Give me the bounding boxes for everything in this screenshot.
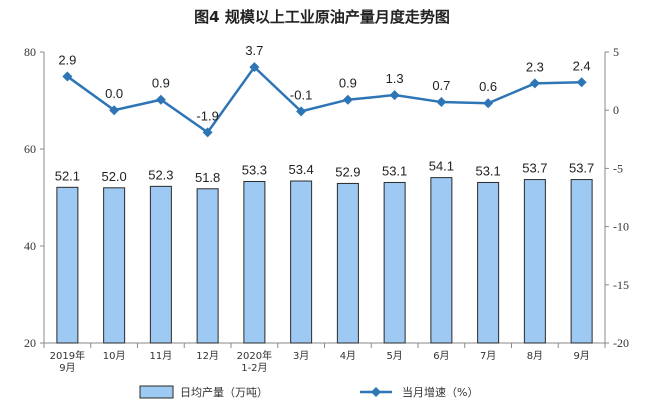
line-point <box>436 97 447 108</box>
line-value-label: 2.3 <box>526 59 544 74</box>
left-tick-label: 80 <box>24 45 36 59</box>
x-tick-label: 11月 <box>150 350 173 362</box>
legend: 日均产量（万吨） 当月增速（%） <box>139 385 478 399</box>
x-tick-label-line: 9月 <box>59 362 75 374</box>
x-tick-label: 3月 <box>293 350 309 362</box>
bar <box>477 181 500 344</box>
right-tick-label: 5 <box>613 45 619 59</box>
line-value-label: 0.0 <box>105 86 123 101</box>
right-tick-label: -15 <box>613 278 629 292</box>
bar <box>149 185 172 344</box>
legend-line-marker <box>371 387 381 397</box>
line-value-label: 1.3 <box>386 71 404 86</box>
x-tick-label-line: 2019年 <box>50 349 85 362</box>
left-tick-label: 40 <box>24 239 36 253</box>
left-tick-label: 60 <box>24 142 36 156</box>
line-value-label: -1.9 <box>196 108 218 123</box>
x-tick-label: 2020年 1-2月 <box>237 349 272 374</box>
right-tick-label: -10 <box>613 220 629 234</box>
chart-title: 图4 规模以上工业原油产量月度走势图 <box>194 8 450 26</box>
bar-value-label: 52.1 <box>55 168 80 183</box>
x-tick-label-line: 12月 <box>196 350 219 362</box>
bar-value-label: 52.9 <box>335 164 360 179</box>
bar <box>243 180 266 344</box>
bar-value-label: 52.0 <box>101 169 126 184</box>
x-tick-label: 6月 <box>433 350 449 362</box>
bar <box>430 177 453 344</box>
bar <box>523 179 546 344</box>
x-tick-label-line: 1-2月 <box>241 362 267 374</box>
line-value-label: 0.6 <box>479 79 497 94</box>
growth-line <box>66 65 582 135</box>
bar-value-label: 53.1 <box>475 163 500 178</box>
x-tick-label-line: 9月 <box>573 350 589 362</box>
x-tick-label: 8月 <box>527 350 543 362</box>
bar <box>56 186 79 344</box>
legend-line-label: 当月增速（%） <box>402 385 478 399</box>
bar <box>383 181 406 344</box>
line-value-label: 0.9 <box>339 76 357 91</box>
x-tick-label-line: 8月 <box>527 350 543 362</box>
line-point <box>155 94 166 105</box>
right-tick-label: -5 <box>613 161 623 175</box>
x-tick-label-line: 2020年 <box>237 349 272 362</box>
line-point <box>389 90 400 101</box>
line-value-label: 0.9 <box>152 76 170 91</box>
line-series: 2.9 0.0 0.9 -1.9 3.7 -0.1 0.9 1.3 0.7 0.6 2.3 2.4 <box>58 43 591 138</box>
line-point <box>483 98 494 109</box>
bar <box>103 187 126 344</box>
x-tick-label: 2019年 9月 <box>50 349 85 374</box>
bar <box>290 180 313 344</box>
bar-value-label: 53.1 <box>382 163 407 178</box>
left-tick-label: 20 <box>24 336 36 350</box>
x-tick-label: 5月 <box>386 350 402 362</box>
bar-value-label: 53.7 <box>522 161 547 176</box>
line-value-label: 2.4 <box>573 58 591 73</box>
x-tick-label-line: 7月 <box>480 350 496 362</box>
x-tick-label: 12月 <box>196 350 219 362</box>
x-tick-label: 10月 <box>103 350 126 362</box>
right-tick-label: 0 <box>613 103 619 117</box>
legend-bar-swatch <box>139 385 174 399</box>
bar-value-label: 52.3 <box>148 167 173 182</box>
bar-series: 52.1 52.0 52.3 51.8 53.3 53.4 52.9 53.1 54.1 53.1… <box>55 159 594 344</box>
x-tick-label: 9月 <box>573 350 589 362</box>
line-value-label: 2.9 <box>58 52 76 67</box>
legend-bar-label: 日均产量（万吨） <box>180 385 268 399</box>
bar-value-label: 54.1 <box>429 159 454 174</box>
x-tick-label-line: 11月 <box>150 350 173 362</box>
line-point <box>109 105 120 116</box>
bar-value-label: 53.4 <box>288 162 313 177</box>
line-point <box>62 71 73 82</box>
bar-value-label: 53.7 <box>569 161 594 176</box>
x-tick-label-line: 10月 <box>103 350 126 362</box>
x-tick-label-line: 5月 <box>386 350 402 362</box>
line-point <box>296 106 307 117</box>
line-value-label: -0.1 <box>290 87 312 102</box>
right-tick-label: -20 <box>613 336 629 350</box>
x-tick-label: 7月 <box>480 350 496 362</box>
line-point <box>202 127 213 138</box>
x-tick-label: 4月 <box>340 350 356 362</box>
line-point <box>576 77 587 88</box>
bar-value-label: 51.8 <box>195 170 220 185</box>
x-tick-label-line: 6月 <box>433 350 449 362</box>
bar <box>570 179 593 344</box>
line-value-label: 3.7 <box>245 43 263 58</box>
line-point <box>249 62 260 73</box>
line-point <box>529 78 540 89</box>
x-tick-label-line: 4月 <box>340 350 356 362</box>
line-value-label: 0.7 <box>432 78 450 93</box>
bar-value-label: 53.3 <box>242 162 267 177</box>
bar <box>336 182 359 344</box>
line-point <box>342 94 353 105</box>
bar <box>196 188 219 344</box>
x-tick-label-line: 3月 <box>293 350 309 362</box>
